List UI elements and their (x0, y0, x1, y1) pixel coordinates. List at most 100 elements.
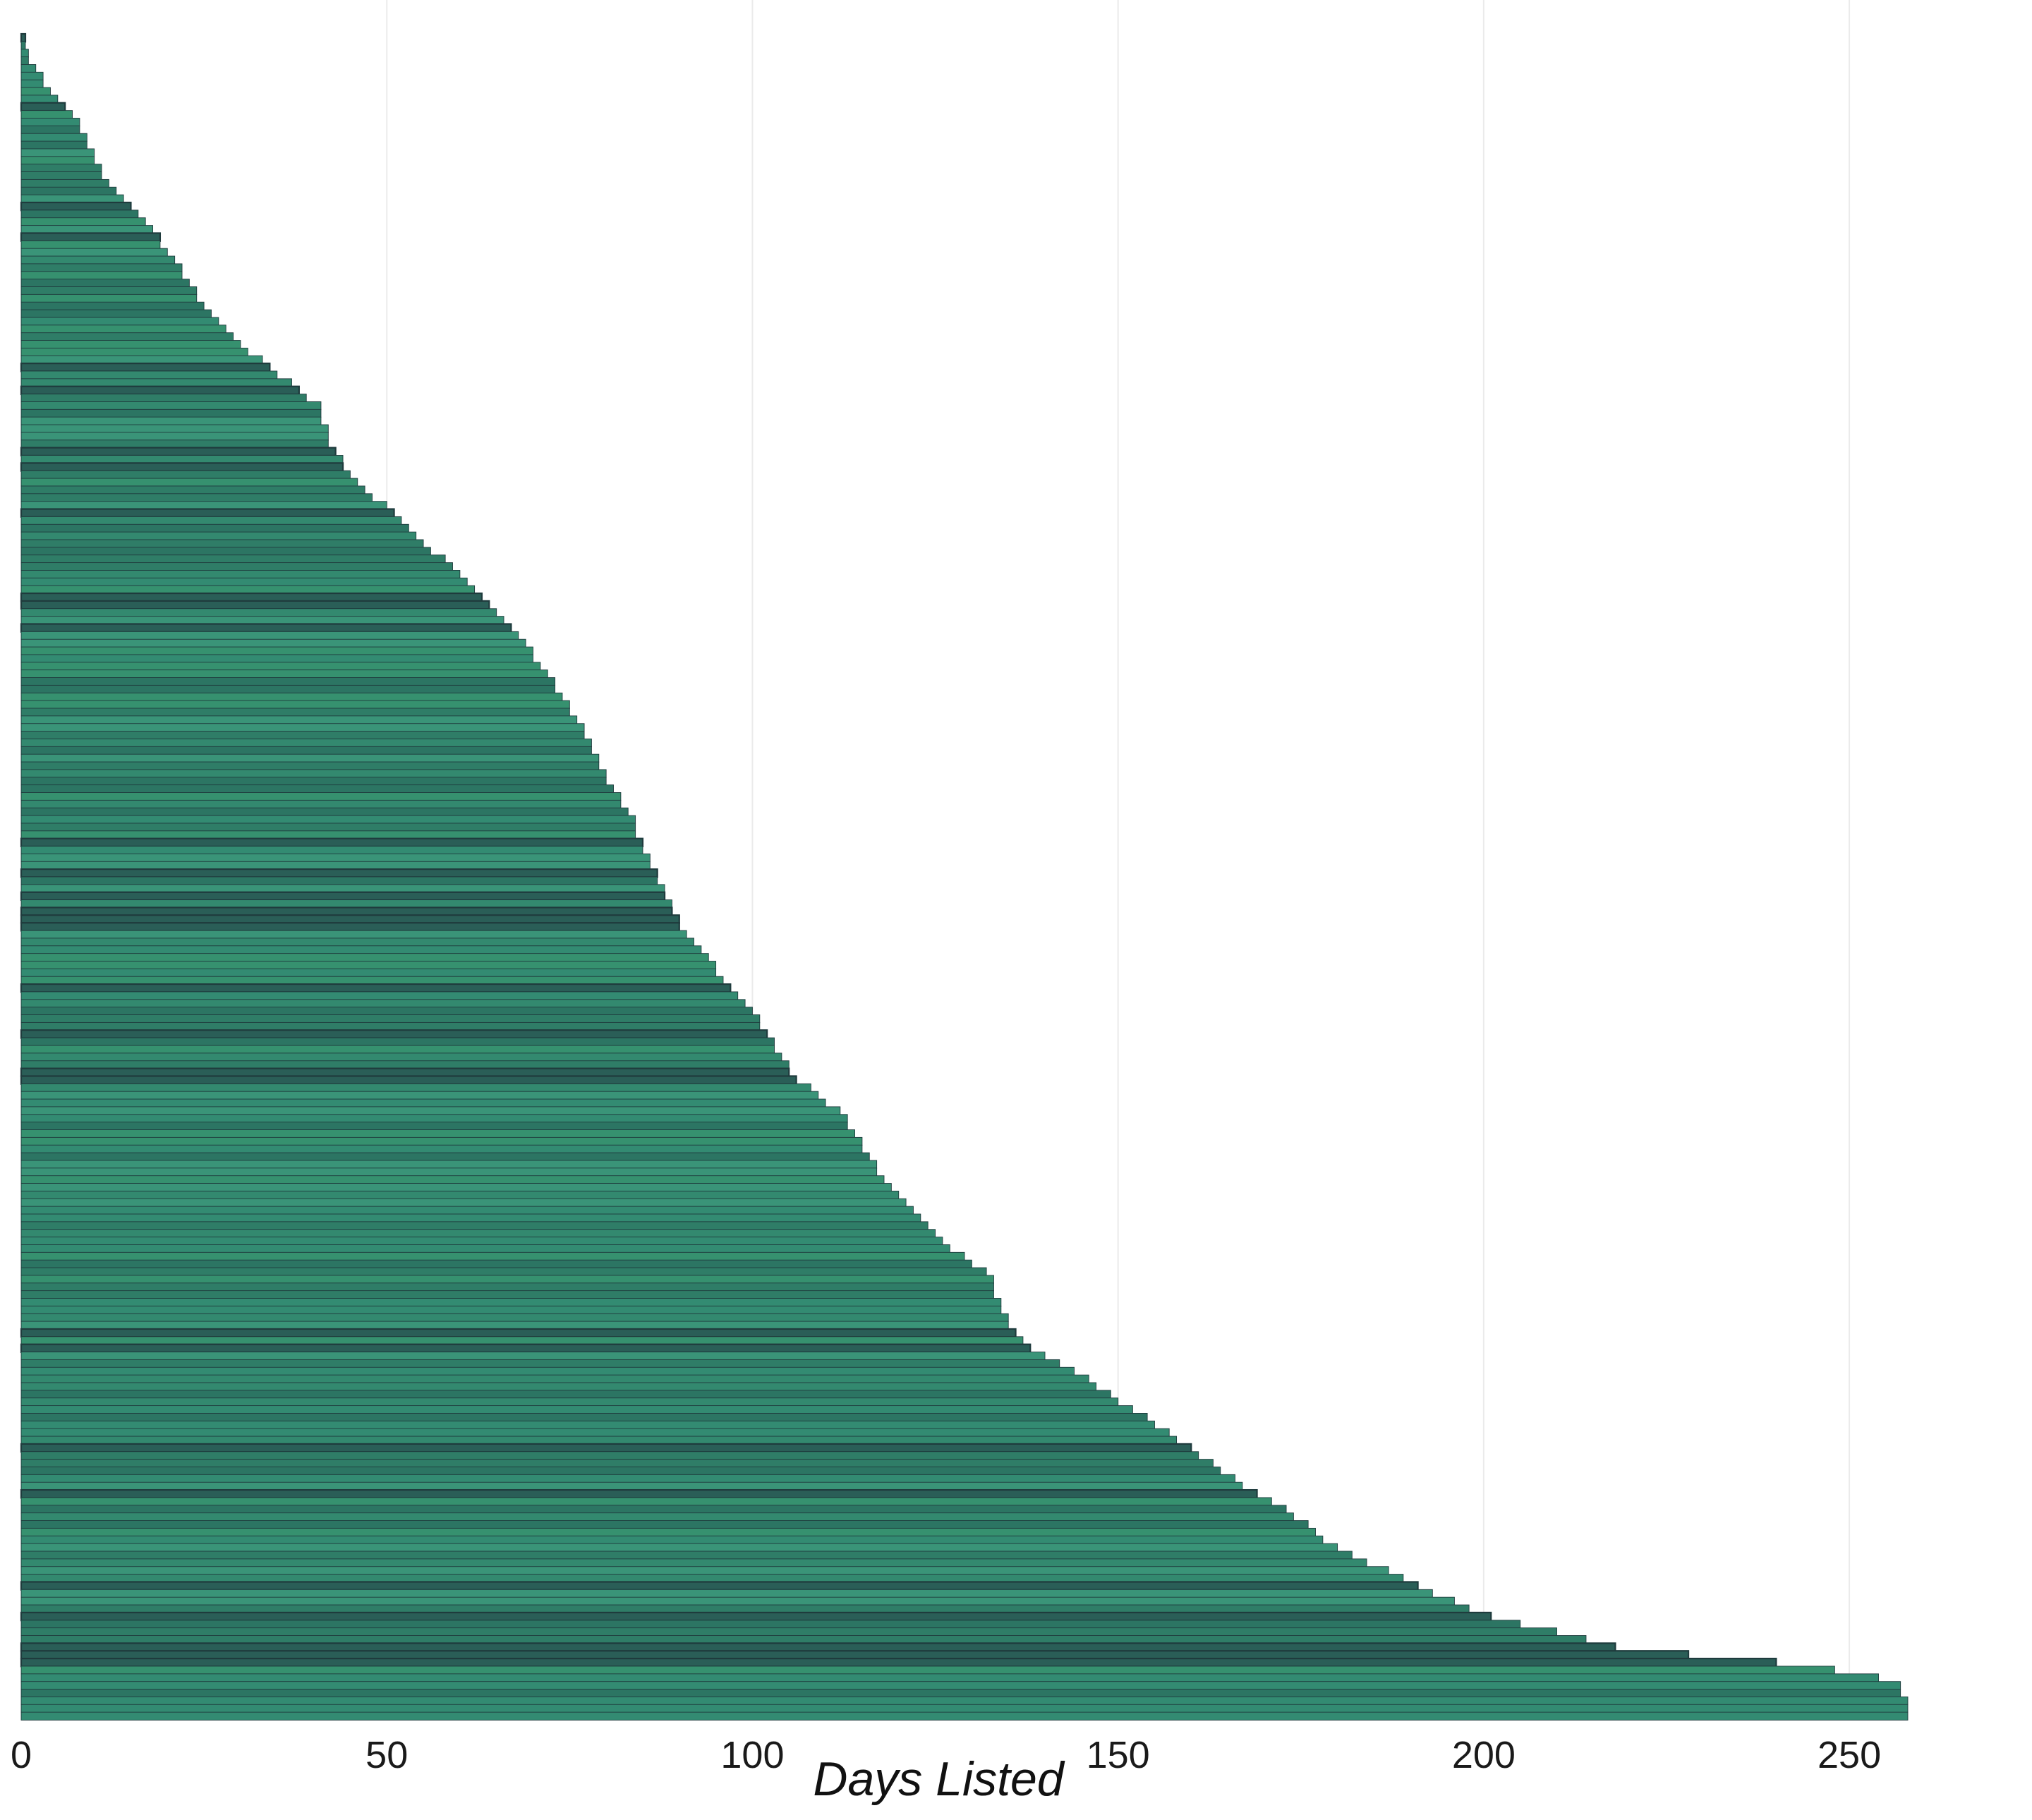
bar-192 (20, 1497, 1272, 1506)
bar-117 (20, 922, 680, 932)
bar-105 (20, 830, 636, 839)
bar-1 (20, 32, 27, 43)
bar-219 (20, 1704, 1909, 1713)
bar-40 (20, 332, 234, 341)
bar-152 (20, 1190, 900, 1200)
bar-43 (20, 355, 263, 364)
bar-161 (20, 1259, 972, 1268)
bar-32 (20, 271, 183, 280)
bar-180 (20, 1405, 1133, 1414)
bar-156 (20, 1221, 929, 1230)
bar-214 (20, 1666, 1835, 1675)
bar-34 (20, 286, 198, 296)
bar-136 (20, 1067, 790, 1077)
bar-201 (20, 1566, 1389, 1575)
bar-218 (20, 1696, 1909, 1706)
x-tick-labels: 0 50 100 150 200 250 (11, 1734, 1881, 1776)
bar-183 (20, 1428, 1170, 1437)
bar-99 (20, 784, 614, 794)
bar-167 (20, 1305, 1002, 1315)
bar-173 (20, 1352, 1046, 1361)
bar-94 (20, 746, 592, 756)
bar-53 (20, 432, 329, 441)
bar-67 (20, 539, 424, 548)
x-tick-label-250: 250 (1818, 1734, 1881, 1776)
bar-56 (20, 455, 344, 464)
bar-163 (20, 1275, 994, 1284)
bar-63 (20, 508, 395, 518)
bar-147 (20, 1152, 870, 1161)
bar-38 (20, 317, 219, 326)
bar-111 (20, 876, 658, 885)
bar-207 (20, 1611, 1492, 1622)
bar-68 (20, 547, 431, 556)
x-axis-title: Days Listed (813, 1752, 1065, 1806)
bar-195 (20, 1520, 1309, 1529)
bar-205 (20, 1596, 1455, 1606)
bar-30 (20, 255, 176, 265)
bar-10 (20, 102, 66, 112)
bar-71 (20, 570, 461, 579)
bar-62 (20, 501, 387, 510)
bar-18 (20, 164, 102, 173)
bar-23 (20, 201, 132, 212)
bar-86 (20, 684, 556, 694)
bar-93 (20, 739, 592, 748)
bar-189 (20, 1474, 1235, 1484)
bar-151 (20, 1183, 892, 1192)
bar-146 (20, 1144, 863, 1153)
bar-217 (20, 1689, 1901, 1698)
bar-154 (20, 1206, 914, 1215)
bar-198 (20, 1543, 1338, 1552)
bar-190 (20, 1481, 1243, 1491)
bar-216 (20, 1681, 1901, 1690)
bar-208 (20, 1620, 1521, 1629)
bar-101 (20, 799, 622, 809)
bar-109 (20, 861, 651, 870)
bar-2 (20, 41, 26, 50)
bar-37 (20, 309, 212, 318)
bar-88 (20, 700, 570, 709)
bar-162 (20, 1267, 987, 1276)
bar-97 (20, 769, 607, 778)
bar-142 (20, 1114, 848, 1123)
bar-107 (20, 846, 643, 855)
bar-132 (20, 1037, 775, 1046)
bar-16 (20, 148, 95, 157)
bar-75 (20, 600, 490, 610)
bar-203 (20, 1581, 1419, 1591)
bar-137 (20, 1075, 797, 1085)
bar-31 (20, 263, 183, 272)
bar-158 (20, 1237, 943, 1246)
bar-49 (20, 401, 322, 411)
bar-79 (20, 631, 519, 641)
bar-29 (20, 248, 168, 257)
bar-9 (20, 95, 59, 104)
x-tick-label-100: 100 (720, 1734, 784, 1776)
bar-186 (20, 1451, 1199, 1460)
bar-194 (20, 1512, 1294, 1522)
bar-24 (20, 210, 139, 219)
bar-8 (20, 87, 51, 96)
bar-95 (20, 753, 600, 763)
bar-45 (20, 370, 278, 380)
bar-102 (20, 807, 629, 816)
bar-22 (20, 194, 124, 203)
bar-83 (20, 662, 541, 671)
bar-121 (20, 953, 709, 962)
bar-47 (20, 385, 300, 396)
bar-174 (20, 1359, 1060, 1369)
bar-85 (20, 677, 556, 686)
bar-145 (20, 1136, 863, 1146)
x-tick-label-50: 50 (365, 1734, 408, 1776)
bar-46 (20, 378, 292, 387)
bar-5 (20, 64, 37, 73)
bar-215 (20, 1673, 1879, 1682)
bar-100 (20, 792, 622, 801)
bar-188 (20, 1467, 1221, 1476)
bar-144 (20, 1129, 855, 1139)
bar-130 (20, 1021, 761, 1031)
bar-166 (20, 1298, 1002, 1307)
bar-164 (20, 1282, 994, 1292)
bar-106 (20, 837, 644, 848)
